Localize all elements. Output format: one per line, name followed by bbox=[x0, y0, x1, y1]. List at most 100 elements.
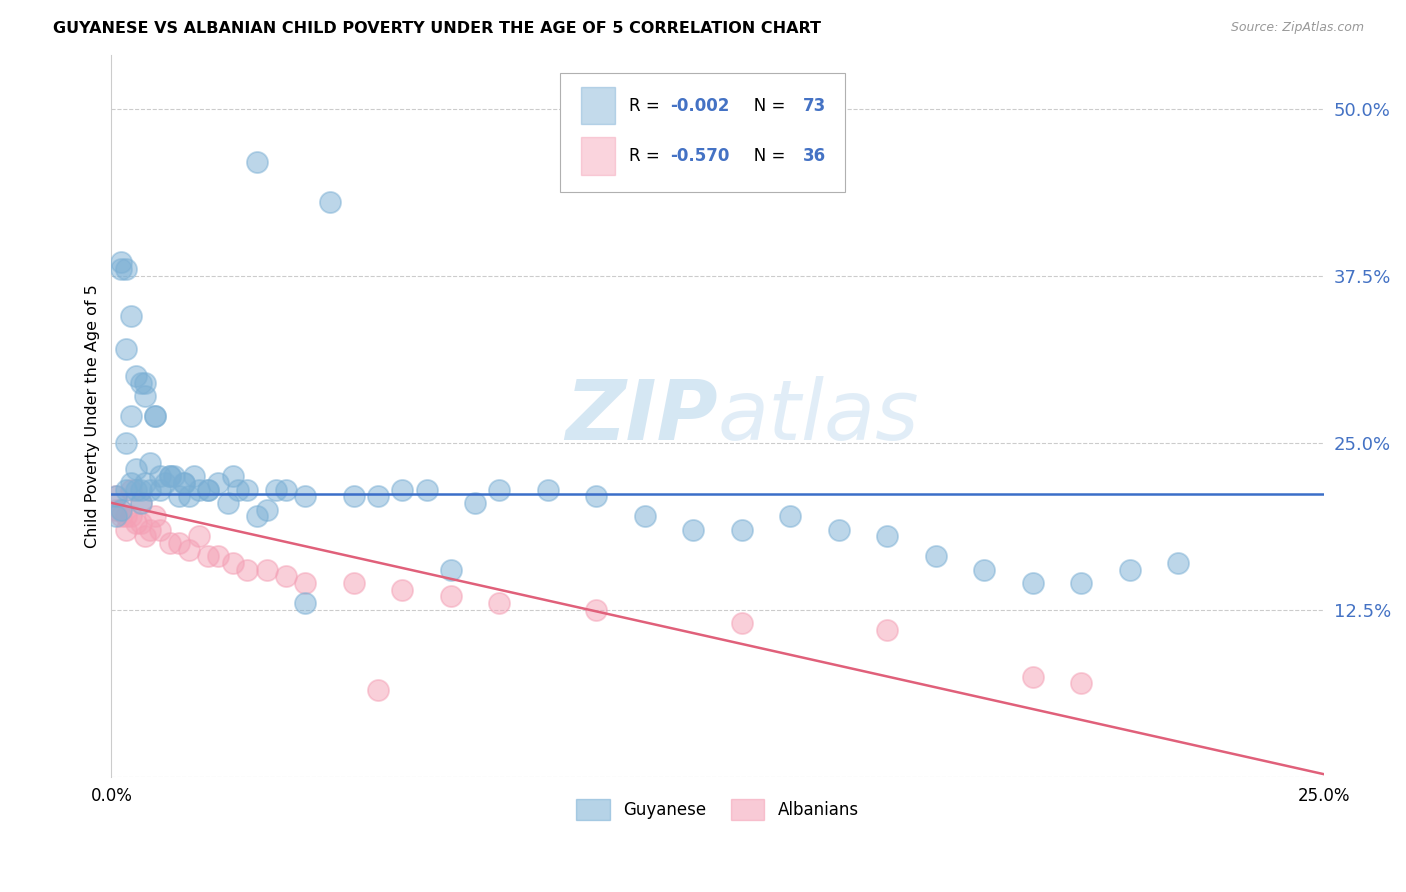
Point bbox=[217, 496, 239, 510]
Point bbox=[169, 489, 191, 503]
Point bbox=[115, 342, 138, 356]
Point bbox=[488, 596, 510, 610]
Point bbox=[197, 483, 219, 497]
Point bbox=[266, 483, 288, 497]
Text: -0.002: -0.002 bbox=[671, 96, 730, 115]
Point bbox=[153, 475, 176, 490]
Point bbox=[149, 469, 172, 483]
Point bbox=[731, 616, 754, 631]
Point bbox=[159, 469, 181, 483]
Point bbox=[221, 469, 243, 483]
Point bbox=[143, 409, 166, 423]
Point bbox=[343, 489, 366, 503]
Point bbox=[246, 155, 269, 169]
Point bbox=[391, 483, 413, 497]
Text: R =: R = bbox=[628, 147, 665, 165]
Point bbox=[163, 469, 186, 483]
Point bbox=[731, 523, 754, 537]
Point bbox=[585, 603, 607, 617]
Point bbox=[973, 563, 995, 577]
Point bbox=[105, 489, 128, 503]
Point bbox=[634, 509, 657, 524]
Text: N =: N = bbox=[738, 96, 792, 115]
Point bbox=[236, 483, 259, 497]
Point bbox=[585, 489, 607, 503]
Point bbox=[110, 255, 132, 269]
Text: R =: R = bbox=[628, 96, 665, 115]
Point bbox=[221, 556, 243, 570]
Point bbox=[187, 529, 209, 543]
Point bbox=[343, 576, 366, 591]
Point bbox=[159, 536, 181, 550]
Point bbox=[129, 516, 152, 530]
Point bbox=[105, 489, 128, 503]
Point bbox=[682, 523, 704, 537]
Point bbox=[207, 475, 229, 490]
Point bbox=[197, 483, 219, 497]
Point bbox=[149, 523, 172, 537]
Point bbox=[139, 483, 162, 497]
Point bbox=[779, 509, 801, 524]
Point bbox=[294, 576, 316, 591]
Point bbox=[1022, 576, 1045, 591]
Point bbox=[246, 509, 269, 524]
Point bbox=[143, 509, 166, 524]
Point bbox=[129, 376, 152, 390]
Point bbox=[1119, 563, 1142, 577]
Point bbox=[226, 483, 249, 497]
Legend: Guyanese, Albanians: Guyanese, Albanians bbox=[569, 793, 866, 826]
Point bbox=[318, 195, 340, 210]
Point bbox=[173, 475, 195, 490]
Point bbox=[187, 483, 209, 497]
Point bbox=[115, 435, 138, 450]
FancyBboxPatch shape bbox=[560, 73, 845, 193]
Point bbox=[149, 483, 172, 497]
Point bbox=[294, 596, 316, 610]
Point bbox=[391, 582, 413, 597]
Point bbox=[169, 536, 191, 550]
Point bbox=[115, 483, 138, 497]
Point bbox=[139, 523, 162, 537]
Point bbox=[134, 475, 156, 490]
Text: 73: 73 bbox=[803, 96, 825, 115]
Point bbox=[1070, 576, 1092, 591]
Point bbox=[110, 502, 132, 516]
Point bbox=[115, 523, 138, 537]
Point bbox=[177, 489, 200, 503]
Y-axis label: Child Poverty Under the Age of 5: Child Poverty Under the Age of 5 bbox=[86, 285, 100, 548]
Point bbox=[464, 496, 486, 510]
Point bbox=[925, 549, 948, 564]
Point bbox=[159, 469, 181, 483]
Point bbox=[124, 483, 146, 497]
Point bbox=[197, 549, 219, 564]
Point bbox=[110, 262, 132, 277]
Point bbox=[134, 389, 156, 403]
Point bbox=[105, 509, 128, 524]
Point bbox=[207, 549, 229, 564]
Point bbox=[124, 462, 146, 476]
Point bbox=[876, 529, 898, 543]
Point bbox=[124, 516, 146, 530]
Point bbox=[183, 469, 205, 483]
Point bbox=[120, 409, 142, 423]
Point bbox=[177, 542, 200, 557]
Point bbox=[120, 475, 142, 490]
Point bbox=[173, 475, 195, 490]
Point bbox=[129, 496, 152, 510]
Point bbox=[115, 509, 138, 524]
Point bbox=[134, 529, 156, 543]
Point bbox=[440, 563, 463, 577]
Text: N =: N = bbox=[738, 147, 792, 165]
Point bbox=[139, 456, 162, 470]
Point bbox=[236, 563, 259, 577]
Point bbox=[440, 590, 463, 604]
Point bbox=[110, 502, 132, 516]
Point bbox=[274, 483, 297, 497]
Point bbox=[110, 509, 132, 524]
Point bbox=[124, 368, 146, 383]
Point bbox=[294, 489, 316, 503]
Text: atlas: atlas bbox=[717, 376, 920, 457]
Point bbox=[120, 509, 142, 524]
Text: -0.570: -0.570 bbox=[671, 147, 730, 165]
Point bbox=[1070, 676, 1092, 690]
